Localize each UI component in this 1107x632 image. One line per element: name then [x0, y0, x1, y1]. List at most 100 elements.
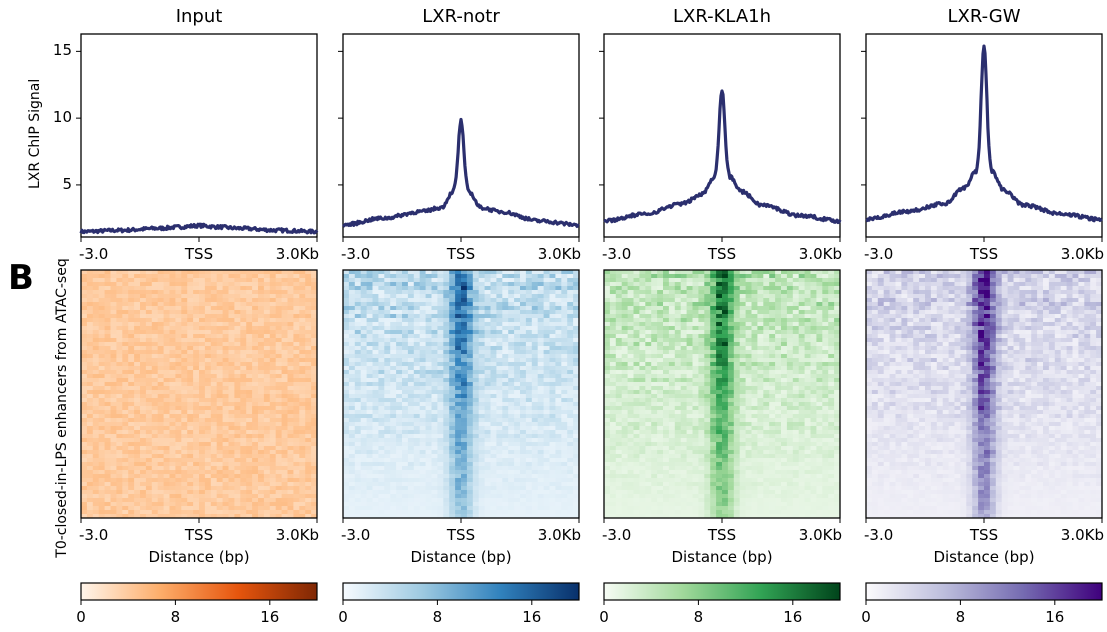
heatmap-cell [128, 322, 135, 327]
heatmap-cell [407, 426, 415, 431]
heatmap-cell [543, 346, 550, 351]
heatmap-cell [269, 450, 277, 455]
heatmap-cell [372, 294, 379, 299]
heatmap-cell [402, 414, 409, 419]
heatmap-cell [449, 402, 456, 407]
heatmap-cell [549, 322, 556, 327]
heatmap-cell [193, 442, 200, 447]
heatmap-cell [514, 482, 521, 487]
heatmap-cell [175, 290, 182, 295]
heatmap-cell [181, 334, 188, 339]
heatmap-cell [252, 338, 259, 343]
heatmap-cell [555, 318, 562, 323]
heatmap-cell [419, 294, 426, 299]
heatmap-cell [466, 498, 474, 503]
heatmap-cell [81, 446, 88, 451]
heatmap-cell [413, 414, 421, 419]
heatmap-cell [502, 422, 509, 427]
heatmap-cell [561, 510, 568, 515]
heatmap-cell [281, 286, 288, 291]
heatmap-cell [537, 494, 544, 499]
heatmap-cell [425, 406, 432, 411]
heatmap-cell [269, 502, 277, 507]
heatmap-cell [402, 478, 409, 483]
heatmap-cell [360, 454, 367, 459]
heatmap-cell [484, 410, 491, 415]
heatmap-cell [175, 486, 182, 491]
heatmap-cell [181, 342, 188, 347]
heatmap-cell [396, 294, 403, 299]
heatmap-cell [549, 434, 556, 439]
heatmap-cell [240, 478, 247, 483]
heatmap-cell [484, 306, 491, 311]
heatmap-cell [187, 458, 194, 463]
heatmap-cell [175, 474, 182, 479]
heatmap-cell [484, 494, 491, 499]
heatmap-cell [234, 434, 241, 439]
heatmap-cell [216, 498, 223, 503]
heatmap-cell [311, 430, 318, 435]
heatmap-cell [258, 462, 265, 467]
heatmap-cell [407, 378, 415, 383]
heatmap-cell [275, 466, 282, 471]
heatmap-cell [514, 358, 521, 363]
heatmap-cell [104, 294, 111, 299]
heatmap-cell [193, 466, 200, 471]
heatmap-cell [567, 378, 574, 383]
heatmap-cell [140, 366, 147, 371]
heatmap-cell [490, 310, 497, 315]
heatmap-cell [413, 314, 421, 319]
heatmap-cell [543, 366, 550, 371]
heatmap-cell [514, 378, 521, 383]
heatmap-cell [561, 370, 568, 375]
heatmap-cell [122, 290, 129, 295]
heatmap-cell [354, 502, 362, 507]
heatmap-cell [252, 402, 259, 407]
heatmap-cell [305, 446, 312, 451]
heatmap-cell [163, 270, 170, 275]
heatmap-cell [455, 290, 462, 295]
heatmap-cell [348, 414, 356, 419]
heatmap-cell [175, 442, 182, 447]
heatmap-cell [234, 474, 241, 479]
heatmap-cell [252, 270, 259, 275]
heatmap-cell [396, 378, 403, 383]
heatmap-cell [293, 342, 300, 347]
heatmap-cell [157, 386, 164, 391]
heatmap-cell [311, 310, 318, 315]
heatmap-cell [555, 394, 562, 399]
heatmap-cell [145, 330, 153, 335]
heatmap-cell [466, 410, 474, 415]
heatmap-cell [140, 382, 147, 387]
heatmap-cell [269, 318, 277, 323]
heatmap-cell [455, 378, 462, 383]
heatmap-cell [496, 286, 503, 291]
heatmap-cell [343, 330, 350, 335]
heatmap-cell [354, 362, 362, 367]
heatmap-cell [193, 414, 200, 419]
heatmap-cell [216, 466, 223, 471]
heatmap-cell [81, 302, 88, 307]
heatmap-cell [366, 382, 373, 387]
heatmap-cell [343, 370, 350, 375]
heatmap-cell [263, 298, 271, 303]
heatmap-cell [145, 454, 153, 459]
heatmap-cell [122, 426, 129, 431]
heatmap-cell [496, 438, 503, 443]
heatmap-cell [157, 494, 164, 499]
heatmap-cell [402, 418, 409, 423]
heatmap-cell [407, 314, 415, 319]
heatmap-cell [122, 310, 129, 315]
heatmap-cell [378, 326, 385, 331]
heatmap-cell [360, 490, 367, 495]
heatmap-cell [378, 334, 385, 339]
heatmap-cell [343, 290, 350, 295]
heatmap-cell [443, 430, 450, 435]
heatmap-cell [98, 454, 105, 459]
heatmap-cell [573, 478, 580, 483]
heatmap-cell [151, 286, 159, 291]
heatmap-cell [193, 462, 200, 467]
heatmap-cell [204, 386, 212, 391]
heatmap-cell [128, 486, 135, 491]
heatmap-cell [252, 466, 259, 471]
